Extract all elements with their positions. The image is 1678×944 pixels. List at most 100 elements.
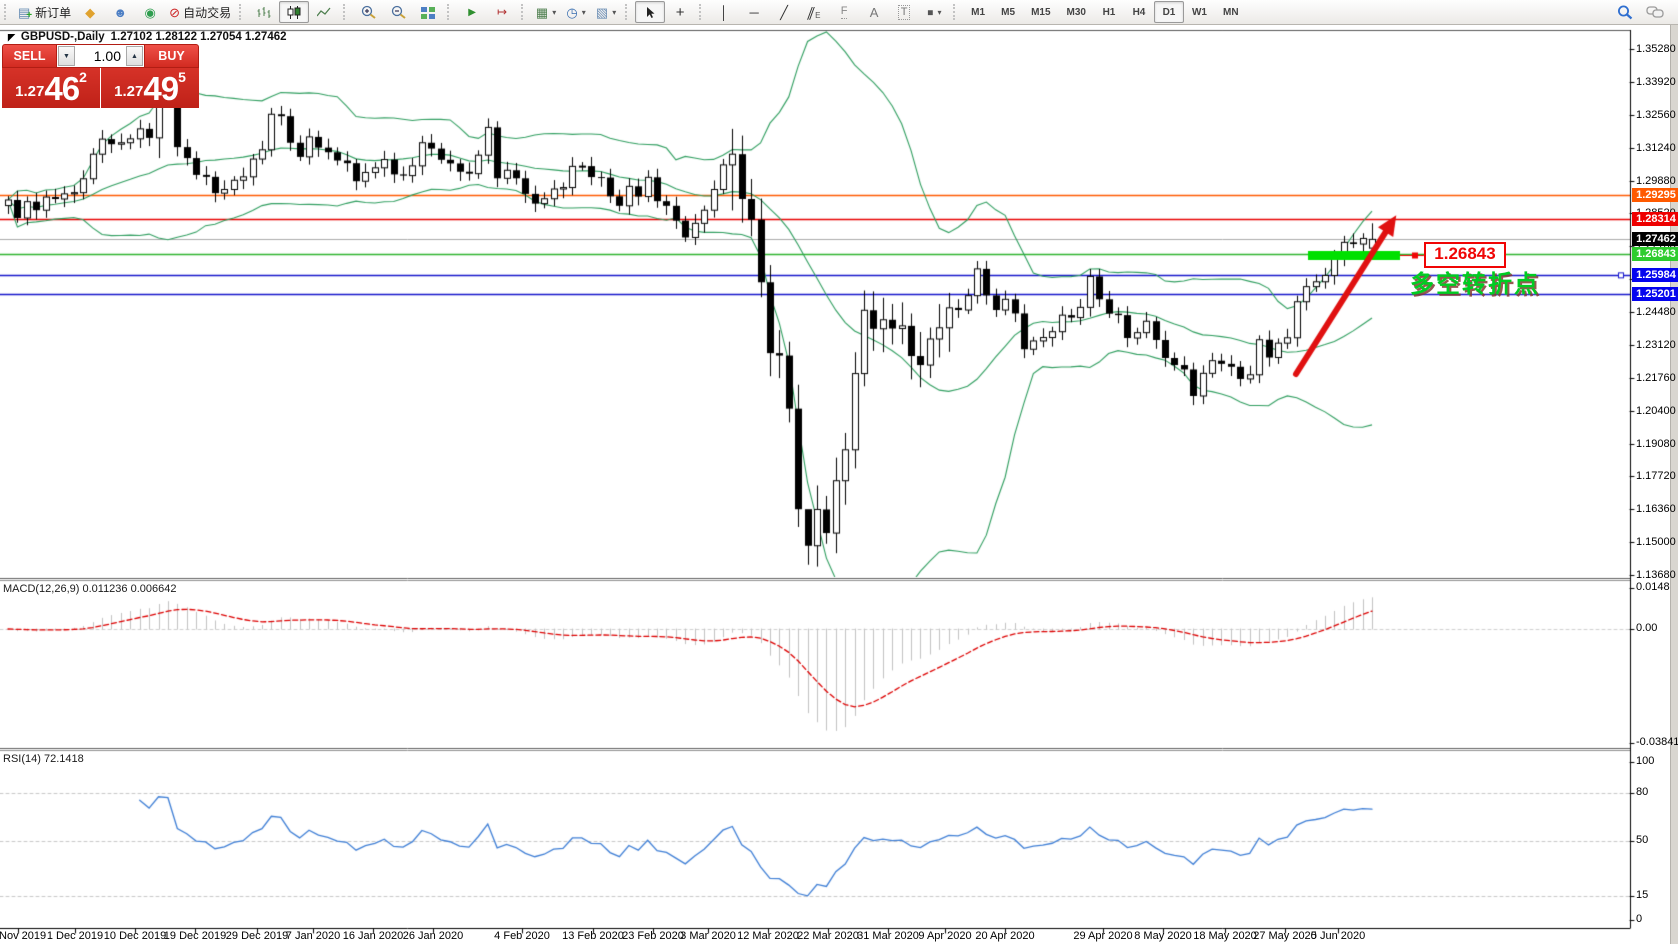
dropdown-arrow-icon: ▾ — [612, 7, 617, 17]
text-label-icon: T — [897, 4, 911, 20]
signals-button[interactable]: ◉ — [135, 1, 165, 23]
tile-windows-button[interactable] — [413, 1, 443, 23]
vertical-line-button[interactable]: │ — [709, 1, 739, 23]
timeframe-m30-button[interactable]: M30 — [1059, 1, 1094, 23]
timeframe-label: W1 — [1191, 6, 1207, 18]
text-button[interactable]: A — [859, 1, 889, 23]
date-tick-label: 27 May 2020 — [1253, 930, 1317, 942]
auto-scroll-button[interactable]: ▶ — [457, 1, 487, 23]
profiles-clock-icon: ◷ — [566, 4, 578, 20]
timeframe-d1-button[interactable]: D1 — [1153, 1, 1184, 23]
axis-tick-label: 1.15000 — [1636, 535, 1676, 548]
crosshair-button[interactable]: + — [665, 1, 695, 23]
candlestick-chart-button[interactable] — [279, 1, 310, 23]
templates-button[interactable]: ▧ ▾ — [591, 1, 621, 23]
timeframe-label: M15 — [1031, 6, 1051, 18]
sell-button[interactable]: SELL — [2, 44, 57, 68]
timeframe-h1-button[interactable]: H1 — [1094, 1, 1124, 23]
line-chart-button[interactable] — [309, 1, 339, 23]
axis-tick-label: 1.35280 — [1636, 42, 1676, 55]
date-tick-label: 19 Dec 2019 — [163, 930, 227, 942]
ohlc-values: 1.27102 1.28122 1.27054 1.27462 — [110, 31, 287, 43]
search-icon — [1618, 5, 1633, 19]
date-tick-label: 16 Jan 2020 — [342, 930, 404, 942]
axis-tick-label: 0.00 — [1636, 622, 1658, 634]
volume-increase-button[interactable]: ▲ — [126, 46, 143, 66]
trendline-button[interactable]: ╱ — [769, 1, 799, 23]
channel-e-label: E — [815, 10, 821, 20]
chat-button[interactable] — [1640, 1, 1670, 23]
toolbar: ▤ + 新订单 ◆ ☻ ◉ ⊘ 自动交易 — [0, 0, 1678, 25]
profiles-button[interactable]: ◷ ▾ — [561, 1, 591, 23]
new-order-button[interactable]: ▤ + 新订单 — [14, 1, 75, 23]
auto-scroll-icon: ▶ — [468, 6, 476, 18]
macd-label: MACD(12,26,9) 0.011236 0.006642 — [3, 583, 177, 595]
axis-tick-label: 1.16360 — [1636, 502, 1676, 515]
timeframe-label: M30 — [1066, 6, 1086, 18]
date-tick-label: 26 Jan 2020 — [402, 930, 464, 942]
volume-box: ▼ 1.00 ▲ — [57, 44, 144, 68]
market-watch-button[interactable]: ◆ — [75, 1, 105, 23]
timeframe-m15-button[interactable]: M15 — [1023, 1, 1058, 23]
date-tick-label: 1 Dec 2019 — [46, 930, 104, 942]
timeframe-m5-button[interactable]: M5 — [993, 1, 1023, 23]
new-chart-button[interactable]: ▦ ▾ — [531, 1, 561, 23]
turning-point-annotation[interactable]: 多空转折点 — [1410, 271, 1540, 298]
cursor-icon — [647, 6, 655, 18]
dropdown-arrow-icon: ▾ — [581, 7, 586, 17]
line-chart-icon — [317, 7, 331, 16]
buy-button[interactable]: BUY — [144, 44, 199, 68]
dropdown-arrow-icon: ▾ — [937, 7, 942, 17]
new-order-icon: ▤ — [18, 4, 31, 20]
chart-shift-button[interactable]: ↦ — [487, 1, 517, 23]
window-edge — [1670, 25, 1678, 944]
arrows-button[interactable]: ◆ ▾ — [919, 1, 949, 23]
axis-tick-label: -0.038415 — [1636, 736, 1678, 748]
timeframe-w1-button[interactable]: W1 — [1184, 1, 1215, 23]
candlestick-icon — [287, 5, 301, 19]
zoom-out-button[interactable] — [383, 1, 413, 23]
bar-chart-button[interactable] — [249, 1, 279, 23]
support-level-tag[interactable]: 1.26843 — [1424, 242, 1506, 268]
timeframe-h4-button[interactable]: H4 — [1124, 1, 1154, 23]
axis-tick-label: 1.20400 — [1636, 404, 1676, 417]
profile-button[interactable]: ☻ — [105, 1, 135, 23]
sell-price[interactable]: 1.27 46 2 — [2, 68, 101, 108]
timeframe-group: M1 M5 M15 M30 H1 H4 D1 W1 MN — [963, 1, 1246, 23]
zoom-in-icon — [361, 5, 376, 19]
templates-icon: ▧ — [595, 4, 609, 20]
trendline-icon: ╱ — [780, 4, 788, 20]
price-level-label: 1.26843 — [1632, 247, 1678, 262]
date-tick-label: 23 Feb 2020 — [622, 930, 684, 942]
text-label-button[interactable]: T — [889, 1, 919, 23]
toolbar-grip — [447, 4, 454, 20]
date-tick-label: 18 May 2020 — [1193, 930, 1257, 942]
axis-tick-label: 50 — [1636, 834, 1649, 846]
volume-input[interactable]: 1.00 — [93, 48, 121, 64]
horizontal-line-button[interactable]: ─ — [739, 1, 769, 23]
one-click-trading-panel: SELL ▼ 1.00 ▲ BUY 1.27 46 2 1.27 49 5 — [2, 44, 199, 108]
toolbar-grip — [625, 4, 632, 20]
price-level-label: 1.25201 — [1632, 287, 1678, 302]
chart-canvas[interactable] — [0, 25, 1670, 944]
date-tick-label: 4 Feb 2020 — [494, 930, 550, 942]
new-order-label: 新订单 — [35, 5, 72, 20]
zoom-in-button[interactable] — [353, 1, 383, 23]
signals-icon: ◉ — [144, 4, 156, 20]
volume-decrease-button[interactable]: ▼ — [58, 46, 75, 66]
fibonacci-button[interactable]: F — [829, 1, 859, 23]
autotrading-label: 自动交易 — [183, 5, 232, 20]
sell-price-point: 2 — [79, 69, 87, 85]
tile-windows-icon — [421, 6, 436, 19]
timeframe-label: M1 — [971, 6, 986, 18]
timeframe-m1-button[interactable]: M1 — [963, 1, 993, 23]
equidistant-channel-button[interactable]: ∥ E — [799, 1, 829, 23]
cursor-button[interactable] — [635, 1, 666, 23]
search-button[interactable] — [1610, 1, 1640, 23]
timeframe-mn-button[interactable]: MN — [1215, 1, 1247, 23]
autotrading-button[interactable]: ⊘ 自动交易 — [165, 1, 235, 23]
buy-price[interactable]: 1.27 49 5 — [101, 68, 199, 108]
axis-tick-label: 1.24480 — [1636, 305, 1676, 318]
date-tick-label: 29 Dec 2019 — [225, 930, 289, 942]
